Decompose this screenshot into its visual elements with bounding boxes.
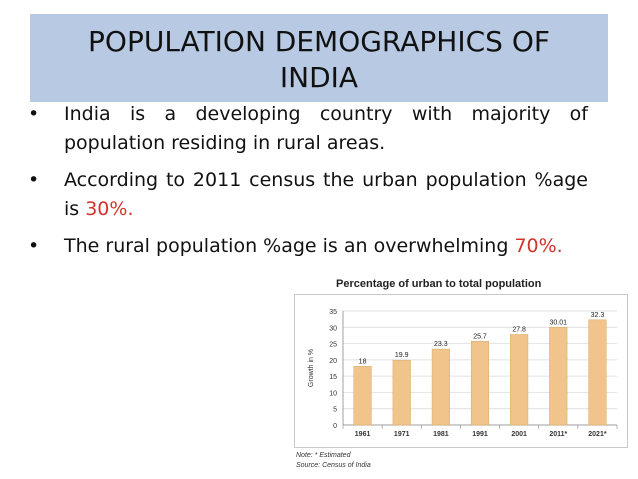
bullet-item: • India is a developing country with maj…: [28, 100, 588, 158]
bar: [353, 366, 372, 426]
y-tick-label: 5: [333, 407, 337, 414]
title-line-2: INDIA: [279, 61, 359, 94]
bullet-dot-icon: •: [28, 235, 40, 257]
chart-note: Note: * Estimated: [296, 452, 351, 459]
y-tick-label: 30: [329, 325, 337, 332]
y-tick-label: 20: [329, 358, 337, 365]
slide-title: POPULATION DEMOGRAPHICS OF INDIA: [30, 24, 608, 96]
y-tick-label: 10: [329, 390, 337, 397]
bullet-item: • According to 2011 census the urban pop…: [28, 166, 588, 224]
x-tick-label: 1991: [472, 431, 488, 438]
x-tick-label: 1981: [433, 431, 449, 438]
bullet-text: According to 2011 census the urban popul…: [64, 169, 588, 220]
title-banner: [30, 14, 608, 102]
bar-value-label: 30.01: [550, 319, 568, 326]
x-tick-label: 2001: [511, 431, 527, 438]
bar: [431, 348, 450, 426]
bar-value-label: 27.8: [512, 326, 526, 333]
y-tick-label: 15: [329, 374, 337, 381]
y-tick-label: 0: [333, 423, 337, 430]
x-tick-label: 1971: [394, 431, 410, 438]
chart-source: Source: Census of India: [296, 462, 371, 469]
y-tick-label: 35: [329, 309, 337, 316]
bar: [510, 334, 529, 426]
bar: [549, 327, 568, 426]
urban-population-chart: Percentage of urban to total population …: [286, 278, 631, 476]
bar-chart-svg: 0 5 10 15 20 25 30 35 Growth in % 18 1961 19.9 1971 2…: [308, 309, 618, 438]
bar: [588, 319, 607, 426]
bullet-list: • India is a developing country with maj…: [28, 100, 588, 269]
y-axis-label: Growth in %: [308, 349, 315, 387]
x-tick-label: 1961: [355, 431, 371, 438]
bar-value-label: 25.7: [473, 333, 487, 340]
bar-value-label: 19.9: [395, 352, 409, 359]
bar-value-label: 18: [359, 358, 367, 365]
y-tick-label: 25: [329, 342, 337, 349]
bar: [470, 341, 490, 426]
x-tick-label: 2011*: [549, 431, 567, 438]
bullet-dot-icon: •: [28, 169, 40, 191]
bar: [392, 359, 411, 426]
title-line-1: POPULATION DEMOGRAPHICS OF: [88, 25, 550, 58]
bullet-text: India is a developing country with major…: [64, 103, 588, 154]
chart-title: Percentage of urban to total population: [336, 278, 542, 290]
bullet-text: The rural population %age is an overwhel…: [64, 235, 515, 257]
chart-frame: 0 5 10 15 20 25 30 35 Growth in % 18 1961 19.9 1971 2…: [294, 294, 628, 448]
bullet-highlight: 70%.: [514, 235, 563, 257]
bullet-highlight: 30%.: [85, 198, 134, 220]
bar-value-label: 23.3: [434, 341, 448, 348]
x-tick-label: 2021*: [588, 431, 607, 438]
bar-value-label: 32.3: [591, 312, 605, 319]
bullet-item: • The rural population %age is an overwh…: [28, 232, 588, 261]
bullet-dot-icon: •: [28, 103, 40, 125]
